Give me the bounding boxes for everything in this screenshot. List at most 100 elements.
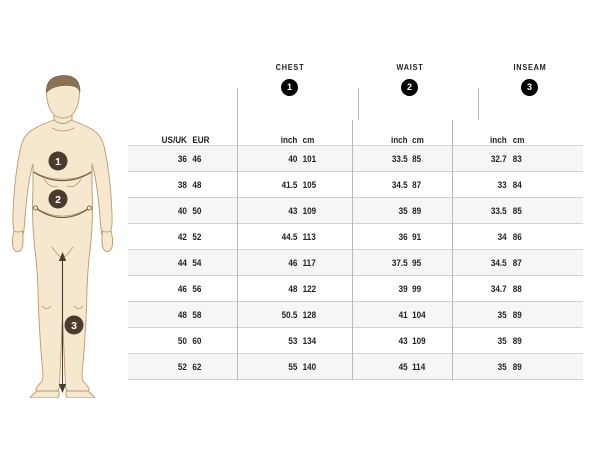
cell-chest-inch: 46 xyxy=(240,249,297,276)
cell-inseam-cm: 88 xyxy=(512,283,522,294)
inseam-measure-arrow xyxy=(58,252,67,393)
group-label-waist: WAIST xyxy=(396,62,424,72)
cell-chest-cm: 101 xyxy=(302,153,317,164)
cell-chest-inch: 50.5 xyxy=(240,301,297,328)
cell-inseam-cm: 84 xyxy=(512,179,522,190)
group-label-chest: CHEST xyxy=(275,62,305,72)
header-inseam-inch: inch xyxy=(454,120,507,146)
cell-inseam-inch: 35 xyxy=(454,327,507,354)
cell-eur: 56 xyxy=(192,283,202,294)
cell-inseam-inch: 35 xyxy=(454,353,507,380)
cell-eur: 58 xyxy=(192,309,202,320)
cell-us-uk: 50 xyxy=(177,335,187,346)
cell-waist-inch: 45 xyxy=(354,353,408,380)
cell-waist-inch: 36 xyxy=(354,223,408,250)
cell-waist-cm: 89 xyxy=(412,205,422,216)
table-row: 36 46 40 101 33.5 85 32.7 83 xyxy=(128,145,583,172)
cell-inseam-cm: 85 xyxy=(512,205,522,216)
size-table-container: CHEST 1 WAIST 2 INSEAM 3 US/UK EUR inch … xyxy=(128,62,583,380)
cell-inseam-inch: 34 xyxy=(454,223,507,250)
table-row: 48 58 50.5 128 41 104 35 89 xyxy=(128,301,583,328)
cell-chest-inch: 53 xyxy=(240,327,297,354)
cell-us-uk: 48 xyxy=(177,309,187,320)
body-measurement-diagram: 1 2 3 xyxy=(0,68,126,398)
cell-chest-cm: 117 xyxy=(302,257,316,268)
header-chest-cm: cm xyxy=(302,135,315,145)
cell-inseam-inch: 33 xyxy=(454,171,507,198)
cell-inseam-inch: 34.5 xyxy=(454,249,507,276)
cell-chest-cm: 128 xyxy=(302,309,317,320)
cell-chest-inch: 44.5 xyxy=(240,223,297,250)
cell-us-uk: 40 xyxy=(177,205,187,216)
measurement-group-headers: CHEST 1 WAIST 2 INSEAM 3 xyxy=(128,62,580,120)
cell-us-uk: 42 xyxy=(177,231,187,242)
svg-text:2: 2 xyxy=(55,194,61,206)
cell-waist-cm: 85 xyxy=(412,153,422,164)
cell-inseam-cm: 87 xyxy=(512,257,522,268)
figure-marker-3: 3 xyxy=(64,315,84,335)
cell-waist-inch: 37.5 xyxy=(354,249,408,276)
cell-chest-inch: 43 xyxy=(240,197,297,224)
cell-waist-inch: 34.5 xyxy=(354,171,408,198)
divider-chest-top xyxy=(237,88,238,120)
cell-chest-cm: 140 xyxy=(302,361,317,372)
cell-chest-inch: 55 xyxy=(240,353,297,380)
cell-inseam-cm: 86 xyxy=(512,231,522,242)
cell-inseam-inch: 35 xyxy=(454,301,507,328)
cell-eur: 50 xyxy=(192,205,202,216)
header-inseam-cm: cm xyxy=(512,135,525,145)
cell-waist-inch: 39 xyxy=(354,275,408,302)
size-table-body: 36 46 40 101 33.5 85 32.7 83 38 48 41.5 105 34.5 87 33… xyxy=(128,145,583,380)
cell-inseam-cm: 83 xyxy=(512,153,522,164)
size-table: US/UK EUR inch cm inch cm inch cm 36 46 40… xyxy=(128,120,583,380)
cell-eur: 54 xyxy=(192,257,202,268)
cell-waist-cm: 104 xyxy=(412,309,426,320)
header-chest-inch: inch xyxy=(240,120,297,146)
cell-waist-cm: 87 xyxy=(412,179,422,190)
table-row: 38 48 41.5 105 34.5 87 33 84 xyxy=(128,171,583,198)
cell-eur: 46 xyxy=(192,153,202,164)
size-table-head: US/UK EUR inch cm inch cm inch cm xyxy=(128,120,583,146)
cell-us-uk: 52 xyxy=(177,361,187,372)
group-badge-inseam: 3 xyxy=(521,79,538,96)
cell-waist-inch: 33.5 xyxy=(354,145,408,172)
table-row: 46 56 48 122 39 99 34.7 88 xyxy=(128,275,583,302)
waist-measure-line xyxy=(32,205,93,219)
cell-eur: 48 xyxy=(192,179,202,190)
cell-inseam-cm: 89 xyxy=(512,309,522,320)
cell-inseam-inch: 33.5 xyxy=(454,197,507,224)
cell-us-uk: 38 xyxy=(177,179,187,190)
cell-chest-inch: 40 xyxy=(240,145,297,172)
table-row: 44 54 46 117 37.5 95 34.5 87 xyxy=(128,249,583,276)
cell-chest-inch: 48 xyxy=(240,275,297,302)
cell-chest-cm: 134 xyxy=(302,335,317,346)
divider-inseam-top xyxy=(478,88,479,120)
cell-waist-cm: 109 xyxy=(412,335,426,346)
cell-eur: 60 xyxy=(192,335,202,346)
header-eur: EUR xyxy=(192,135,210,145)
cell-chest-inch: 41.5 xyxy=(240,171,297,198)
cell-waist-inch: 41 xyxy=(354,301,408,328)
cell-waist-cm: 91 xyxy=(412,231,422,242)
table-header-row: US/UK EUR inch cm inch cm inch cm xyxy=(128,120,583,146)
cell-inseam-cm: 89 xyxy=(512,361,522,372)
cell-us-uk: 46 xyxy=(177,283,187,294)
cell-chest-cm: 122 xyxy=(302,283,317,294)
cell-waist-inch: 43 xyxy=(354,327,408,354)
cell-inseam-inch: 32.7 xyxy=(454,145,507,172)
header-waist-inch: inch xyxy=(354,120,408,146)
svg-text:3: 3 xyxy=(71,320,77,332)
group-label-inseam: INSEAM xyxy=(513,62,547,72)
cell-us-uk: 36 xyxy=(177,153,187,164)
table-row: 50 60 53 134 43 109 35 89 xyxy=(128,327,583,354)
cell-chest-cm: 105 xyxy=(302,179,317,190)
figure-marker-1: 1 xyxy=(48,151,68,171)
table-row: 40 50 43 109 35 89 33.5 85 xyxy=(128,197,583,224)
cell-waist-cm: 95 xyxy=(412,257,422,268)
cell-waist-cm: 114 xyxy=(412,361,426,372)
cell-inseam-inch: 34.7 xyxy=(454,275,507,302)
cell-eur: 62 xyxy=(192,361,202,372)
divider-waist-top xyxy=(358,88,359,120)
cell-waist-cm: 99 xyxy=(412,283,422,294)
